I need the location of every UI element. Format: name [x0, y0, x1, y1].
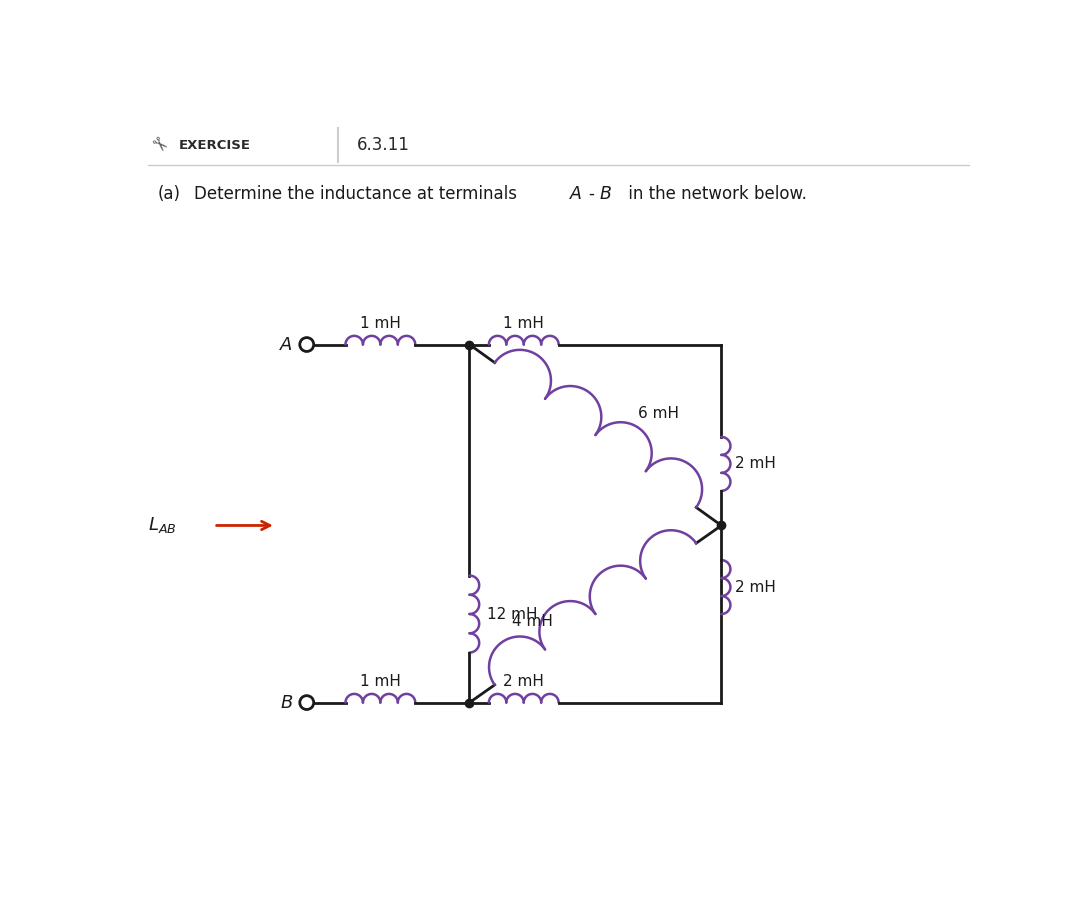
- Text: $\mathit{A}$: $\mathit{A}$: [569, 185, 582, 203]
- Text: $L_{AB}$: $L_{AB}$: [148, 515, 177, 536]
- Text: $\mathit{B}$: $\mathit{B}$: [598, 185, 611, 203]
- Text: 6 mH: 6 mH: [638, 406, 679, 421]
- Text: (a): (a): [158, 185, 181, 203]
- Text: 12 mH: 12 mH: [486, 607, 537, 622]
- Text: 4 mH: 4 mH: [512, 614, 553, 629]
- Text: 1 mH: 1 mH: [360, 315, 401, 331]
- Text: $B$: $B$: [279, 694, 293, 712]
- Text: 2 mH: 2 mH: [504, 674, 544, 689]
- Text: -: -: [589, 185, 594, 203]
- Text: $A$: $A$: [279, 335, 293, 354]
- Text: 1 mH: 1 mH: [504, 315, 544, 331]
- Text: 2 mH: 2 mH: [736, 579, 776, 595]
- Text: 6.3.11: 6.3.11: [358, 136, 410, 154]
- Text: in the network below.: in the network below.: [623, 185, 807, 203]
- Text: 2 mH: 2 mH: [736, 456, 776, 472]
- Text: EXERCISE: EXERCISE: [179, 139, 251, 152]
- Text: Determine the inductance at terminals: Determine the inductance at terminals: [194, 185, 522, 203]
- Text: 1 mH: 1 mH: [360, 674, 401, 689]
- Text: ✂: ✂: [145, 133, 170, 157]
